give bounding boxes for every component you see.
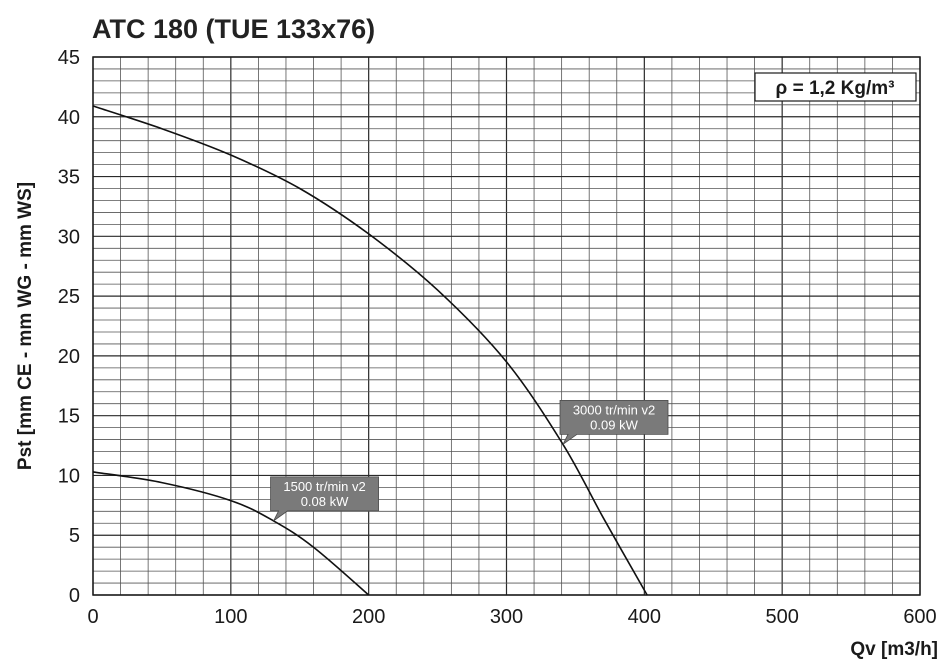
- x-tick-label: 300: [490, 606, 523, 628]
- callout-speed-label: 1500 tr/min v2: [283, 479, 365, 494]
- y-tick-label: 10: [58, 465, 80, 487]
- y-tick-label: 5: [69, 525, 80, 547]
- y-tick-label: 25: [58, 286, 80, 308]
- x-tick-labels: 0 100 200 300 400 500 600: [87, 606, 936, 628]
- density-box: ρ = 1,2 Kg/m³: [754, 72, 917, 102]
- fan-curve-2: [92, 471, 370, 596]
- y-tick-label: 15: [58, 406, 80, 428]
- y-axis-title: Pst [mm CE - mm WG - mm WS]: [15, 182, 36, 470]
- y-tick-label: 30: [58, 226, 80, 248]
- y-tick-label: 35: [58, 167, 80, 189]
- chart-title: ATC 180 (TUE 133x76): [92, 14, 376, 44]
- y-tick-label: 0: [69, 585, 80, 607]
- x-tick-label: 0: [87, 606, 98, 628]
- y-tick-labels: 0 5 10 15 20 25 30 35 40 45: [58, 47, 80, 607]
- y-tick-label: 40: [58, 107, 80, 129]
- curve-layer: [92, 105, 648, 596]
- curve-callouts: 3000 tr/min v20.09 kW 1500 tr/min v20.08 …: [270, 399, 669, 522]
- x-tick-label: 400: [628, 606, 661, 628]
- callout-box: [270, 476, 379, 522]
- y-tick-label: 20: [58, 346, 80, 368]
- density-label: ρ = 1,2 Kg/m³: [776, 78, 895, 99]
- plot-frame: [92, 56, 921, 596]
- callout-power-label: 0.09 kW: [590, 417, 638, 432]
- x-tick-label: 500: [765, 606, 798, 628]
- x-tick-label: 100: [214, 606, 247, 628]
- x-tick-label: 600: [903, 606, 936, 628]
- x-tick-label: 200: [352, 606, 385, 628]
- callout-power-label: 0.08 kW: [301, 494, 349, 509]
- callout-speed-label: 3000 tr/min v2: [573, 402, 655, 417]
- fan-curve-1: [92, 105, 648, 596]
- grid-lines: [92, 56, 921, 596]
- y-tick-label: 45: [58, 47, 80, 69]
- x-axis-title: Qv [m3/h]: [850, 639, 938, 660]
- callout-box: [559, 399, 669, 445]
- curve-callout: 1500 tr/min v20.08 kW: [270, 476, 379, 522]
- curve-callout: 3000 tr/min v20.09 kW: [559, 399, 669, 445]
